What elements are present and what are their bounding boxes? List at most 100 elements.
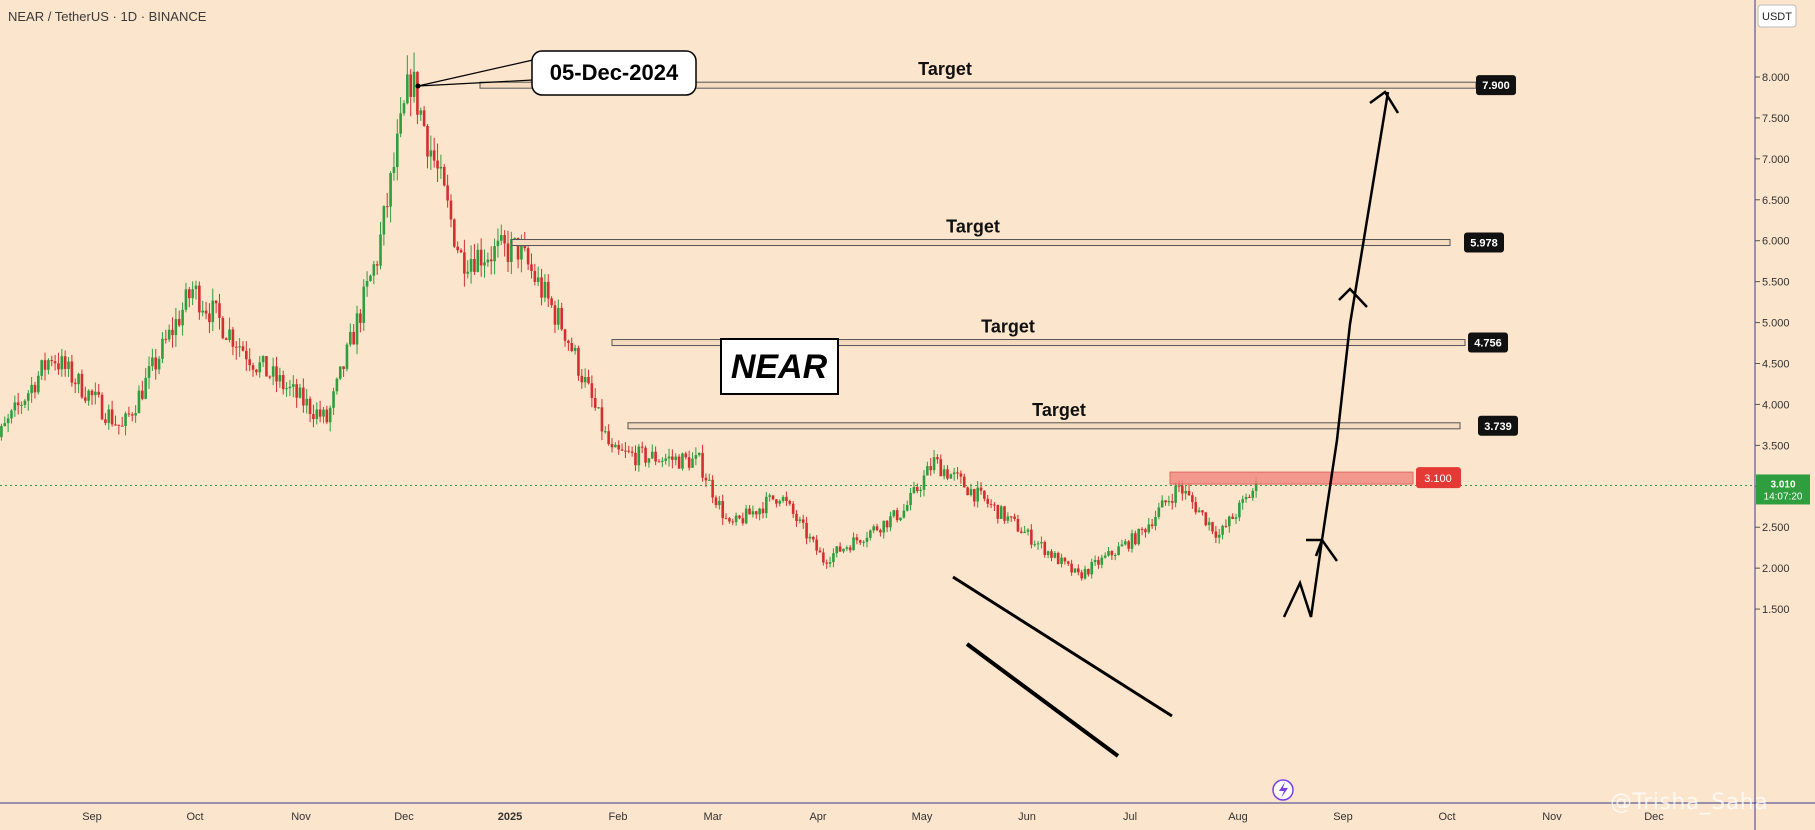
candle — [510, 231, 513, 275]
candle-body — [1217, 534, 1221, 538]
candle — [536, 266, 540, 287]
candle-body — [406, 74, 409, 104]
candle — [456, 241, 459, 254]
candle-body — [879, 530, 882, 533]
candle-body — [171, 329, 174, 336]
candle-body — [815, 539, 818, 551]
candle-body — [419, 110, 423, 115]
candle-body — [909, 492, 912, 506]
candle — [775, 498, 778, 508]
candle — [999, 504, 1003, 519]
time-tick-label: Feb — [609, 811, 628, 823]
candle-body — [1050, 551, 1053, 558]
candle — [305, 388, 309, 414]
candle-body — [104, 419, 107, 423]
candle — [50, 355, 54, 367]
candle-body — [10, 410, 13, 419]
candle-body — [902, 510, 906, 518]
candle-body — [724, 518, 728, 520]
candle — [16, 393, 20, 415]
candle-body — [1036, 543, 1040, 545]
lightning-icon — [1279, 782, 1288, 798]
candle — [1197, 507, 1201, 513]
candle-body — [754, 511, 758, 515]
candle-body — [40, 360, 43, 376]
candle-body — [1238, 502, 1241, 518]
candle — [550, 296, 553, 308]
candle-body — [1194, 502, 1198, 513]
candle-body — [1164, 500, 1167, 503]
price-tick-label: 1.500 — [1762, 604, 1790, 616]
candle — [691, 452, 694, 468]
candle-body — [993, 504, 996, 506]
candle-body — [671, 456, 674, 460]
candle-body — [701, 452, 704, 478]
candle — [744, 504, 748, 525]
candle-body — [221, 317, 225, 339]
candle — [979, 482, 983, 495]
candle — [1087, 568, 1090, 577]
candle-body — [318, 409, 322, 417]
candle — [315, 402, 319, 425]
candle — [503, 230, 506, 257]
candle-body — [1023, 531, 1026, 533]
candle — [627, 445, 631, 454]
candle — [349, 323, 352, 347]
candle-body — [926, 466, 929, 476]
candle-body — [248, 359, 251, 366]
candle — [151, 348, 154, 371]
candle — [214, 300, 218, 314]
candle — [1036, 540, 1040, 550]
candle-body — [70, 361, 74, 383]
candle-body — [312, 414, 315, 420]
candle — [892, 509, 896, 518]
candle — [365, 271, 369, 297]
candle — [1234, 513, 1238, 525]
candle-body — [795, 513, 798, 522]
candle-body — [1123, 541, 1127, 545]
candle — [87, 389, 90, 406]
candle — [288, 379, 292, 397]
candle — [275, 356, 278, 393]
candle — [416, 71, 419, 125]
candle-body — [818, 550, 822, 553]
price-tick-label: 7.000 — [1762, 154, 1790, 166]
candle-body — [865, 537, 869, 542]
candle-body — [781, 496, 785, 501]
candle-body — [983, 490, 986, 499]
candle-body — [459, 250, 463, 253]
candle — [718, 496, 721, 510]
candle-body — [90, 390, 94, 396]
candle-body — [1003, 506, 1006, 521]
candle — [858, 539, 862, 546]
candle — [791, 501, 795, 518]
candle-body — [0, 426, 3, 438]
currency-badge[interactable] — [1757, 4, 1797, 28]
candles-layer — [0, 52, 1258, 581]
candle — [395, 119, 399, 181]
candle-body — [630, 451, 634, 453]
symbol-header: NEAR / TetherUS · 1D · BINANCE — [8, 9, 207, 24]
candle — [375, 260, 379, 275]
candle — [402, 100, 406, 116]
price-tick-label: 2.000 — [1762, 563, 1790, 575]
candle — [1046, 550, 1050, 559]
candle — [1113, 552, 1117, 561]
candle-body — [302, 387, 305, 406]
candle-body — [1234, 517, 1238, 519]
candle — [687, 450, 691, 471]
candle-body — [1244, 496, 1248, 500]
date-callout-label: 05-Dec-2024 — [550, 60, 679, 85]
candle — [268, 375, 272, 380]
candle — [842, 548, 845, 554]
candle-body — [295, 384, 298, 398]
candle-body — [979, 487, 983, 491]
candle — [1184, 485, 1187, 500]
candle — [600, 399, 604, 441]
candle — [603, 426, 607, 434]
candle-body — [3, 423, 7, 427]
candle — [382, 205, 386, 246]
candle-body — [718, 500, 721, 506]
candle — [996, 504, 1000, 524]
